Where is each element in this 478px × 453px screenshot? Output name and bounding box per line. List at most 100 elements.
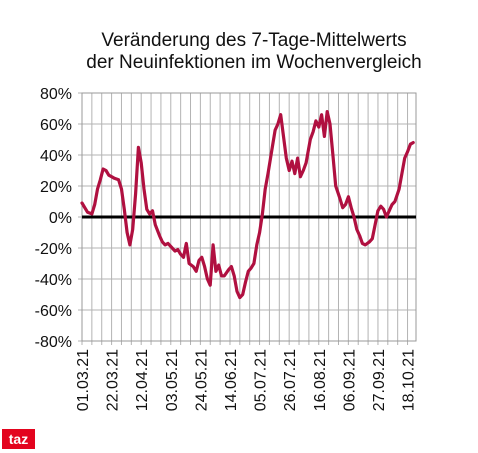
data-point — [154, 224, 157, 226]
data-point — [394, 200, 396, 203]
data-point — [203, 265, 206, 268]
x-tick-label: 12.04.21 — [134, 349, 151, 411]
data-point — [84, 206, 86, 209]
data-point — [215, 270, 217, 273]
data-point — [167, 242, 169, 245]
x-tick-label: 26.07.21 — [282, 349, 299, 411]
data-point — [258, 231, 261, 234]
data-point — [299, 175, 302, 178]
data-point — [412, 141, 415, 144]
data-point — [364, 244, 367, 246]
data-point — [201, 256, 203, 259]
data-point — [282, 135, 285, 138]
data-point — [236, 290, 238, 293]
data-point — [239, 296, 241, 299]
data-point — [315, 120, 317, 122]
data-point — [185, 242, 188, 245]
data-point — [398, 188, 400, 190]
data-point — [220, 275, 223, 277]
data-point — [161, 241, 164, 243]
data-point — [91, 213, 93, 215]
x-tick-label: 22.03.21 — [105, 349, 122, 411]
y-tick-label: 40% — [40, 148, 72, 165]
y-tick-label: -20% — [35, 241, 72, 258]
data-point — [129, 244, 131, 246]
data-point — [312, 131, 314, 133]
data-point — [192, 265, 195, 268]
x-tick-label: 14.06.21 — [223, 349, 240, 411]
y-tick-labels: -80% -60% -40% -20% 0% 20% 40% 60% 80% — [35, 86, 72, 351]
data-point — [227, 268, 230, 271]
data-point — [217, 264, 220, 266]
data-point — [291, 160, 293, 162]
data-point — [247, 270, 250, 273]
data-point — [179, 253, 182, 255]
x-tick-label: 03.05.21 — [164, 349, 181, 411]
data-point — [120, 188, 123, 190]
data-point — [96, 188, 99, 190]
data-point — [223, 275, 226, 277]
x-tick-label: 27.09.21 — [371, 349, 388, 411]
data-point — [294, 172, 296, 175]
data-point — [371, 237, 374, 240]
data-point — [388, 210, 391, 212]
data-point — [309, 138, 312, 141]
data-point — [264, 188, 267, 190]
y-tick-label: 80% — [40, 86, 72, 103]
data-point — [323, 135, 326, 138]
data-point — [209, 284, 211, 287]
data-point — [409, 143, 412, 145]
data-point — [212, 244, 214, 246]
x-tick-label: 01.03.21 — [75, 349, 92, 411]
data-point — [255, 244, 258, 246]
data-point — [108, 174, 110, 176]
data-point — [277, 123, 279, 125]
chart-title: Veränderung des 7-Tage-Mittelwerts der N… — [30, 30, 478, 74]
data-point — [241, 293, 244, 296]
data-point — [206, 278, 209, 280]
data-point — [177, 248, 179, 251]
data-point — [334, 185, 337, 187]
data-point — [353, 216, 355, 218]
data-point — [274, 129, 276, 131]
x-tick-labels: 01.03.21 22.03.21 12.04.21 03.05.21 24.05.21… — [75, 349, 418, 411]
x-tick-label: 16.08.21 — [312, 349, 329, 411]
data-point — [320, 113, 323, 116]
data-point — [164, 244, 166, 246]
y-tick-label: -80% — [35, 334, 72, 351]
data-point — [356, 228, 358, 231]
data-point — [105, 169, 107, 172]
data-point — [93, 203, 96, 206]
data-point — [123, 208, 126, 211]
data-point — [151, 210, 154, 212]
line-chart: -80% -60% -40% -20% 0% 20% 40% 60% 80% 01.03.21 2… — [35, 86, 418, 411]
data-point — [233, 275, 235, 277]
data-point — [99, 179, 102, 181]
taz-logo: taz — [2, 429, 35, 449]
data-point — [382, 208, 385, 211]
chart-title-line-1: Veränderung des 7-Tage-Mittelwerts — [101, 30, 407, 51]
data-point — [288, 169, 291, 172]
data-point — [244, 281, 247, 283]
data-point — [137, 146, 140, 149]
data-point — [102, 168, 104, 170]
x-tick-label: 24.05.21 — [193, 349, 210, 411]
x-tick-label: 05.07.21 — [253, 349, 270, 411]
data-point — [403, 157, 406, 159]
data-point — [406, 151, 409, 153]
data-point — [261, 213, 264, 215]
data-point — [326, 110, 329, 113]
data-point — [341, 206, 344, 209]
data-point — [182, 256, 185, 259]
data-point — [117, 179, 120, 181]
data-point — [358, 234, 361, 237]
data-point — [146, 208, 148, 211]
data-point — [380, 205, 382, 207]
data-point — [279, 113, 282, 116]
data-point — [81, 202, 83, 204]
data-point — [374, 224, 376, 226]
series-layer — [80, 110, 415, 300]
data-point — [148, 213, 151, 215]
data-point — [401, 172, 403, 175]
data-point — [188, 262, 190, 265]
